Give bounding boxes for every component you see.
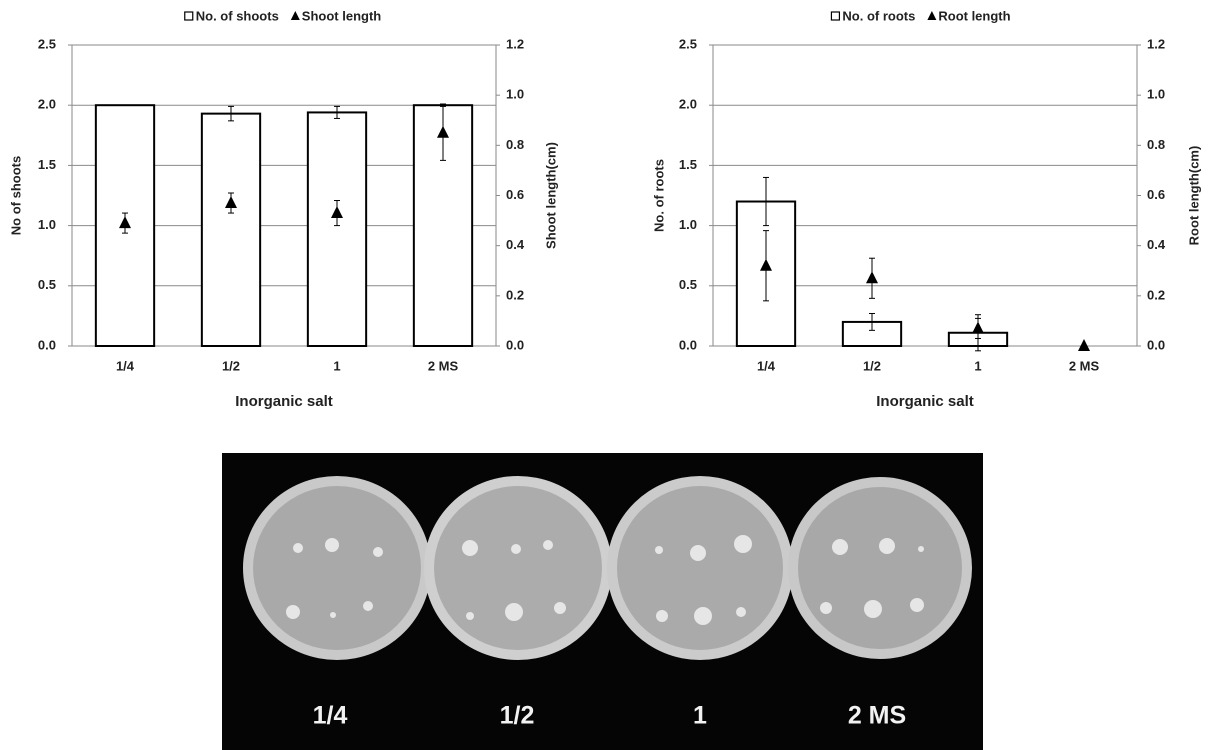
- y-tick-label: 0.0: [679, 337, 697, 352]
- x-tick-label: 1/2: [863, 358, 881, 373]
- seedling: [879, 538, 895, 554]
- legend-symbol: [291, 11, 300, 20]
- legend-label: Root length: [938, 8, 1010, 23]
- legend: No. of shoots Shoot length: [185, 8, 382, 23]
- x-tick-label: 1/4: [757, 358, 776, 373]
- bar: [202, 114, 260, 346]
- seedling: [293, 543, 303, 553]
- y-tick-label: 1.5: [679, 157, 697, 172]
- seedling: [505, 603, 523, 621]
- y-tick-label: 0.5: [38, 277, 56, 292]
- y2-tick-label: 0.4: [1147, 237, 1166, 252]
- photo-label: 1/4: [313, 702, 348, 730]
- dish-agar: [798, 487, 962, 649]
- seedling: [820, 602, 832, 614]
- y-axis-label: No of shoots: [8, 156, 23, 235]
- y-tick-label: 1.0: [38, 217, 56, 232]
- seedling: [466, 612, 474, 620]
- seedling: [734, 535, 752, 553]
- y2-tick-label: 0.8: [506, 137, 524, 152]
- seedling: [373, 547, 383, 557]
- x-axis-label: Inorganic salt: [235, 393, 333, 410]
- plate-photo: 1/4 1/2 1 2 MS: [222, 453, 983, 750]
- x-tick-label: 2 MS: [1069, 358, 1100, 373]
- chart: 0.0 0.5 1.0 1.5 2.0 2.5 0.0 0.2 0.4 0.6 0.8 1.0 1.2 1…: [651, 8, 1201, 410]
- y2-axis-label: Shoot length(cm): [543, 142, 558, 249]
- legend-label: Shoot length: [302, 8, 381, 23]
- seedling: [655, 546, 663, 554]
- y-tick-label: 2.5: [38, 36, 56, 51]
- y-tick-label: 2.0: [38, 97, 56, 112]
- seedling: [918, 546, 924, 552]
- seedling: [554, 602, 566, 614]
- marker: [866, 271, 878, 283]
- y2-tick-label: 1.2: [506, 36, 524, 51]
- y2-tick-label: 1.0: [1147, 87, 1165, 102]
- legend: No. of roots Root length: [831, 8, 1010, 23]
- seedling: [363, 601, 373, 611]
- y2-tick-label: 0.2: [1147, 287, 1165, 302]
- marker: [972, 321, 984, 333]
- x-tick-label: 1/2: [222, 358, 240, 373]
- y-tick-label: 1.5: [38, 157, 56, 172]
- legend-symbol: [185, 12, 193, 20]
- legend-symbol: [927, 11, 936, 20]
- x-tick-label: 1: [333, 358, 340, 373]
- chart: 0.0 0.5 1.0 1.5 2.0 2.5 0.0 0.2 0.4 0.6 0.8 1.0 1.2 1…: [8, 8, 558, 410]
- marker: [1078, 339, 1090, 351]
- seedling: [325, 538, 339, 552]
- seedling: [286, 605, 300, 619]
- legend-label: No. of roots: [842, 8, 915, 23]
- y2-tick-label: 1.2: [1147, 36, 1165, 51]
- y2-axis-label: Root length(cm): [1186, 146, 1201, 246]
- photo-label: 2 MS: [848, 702, 906, 730]
- photo-label: 1/2: [500, 702, 535, 730]
- y2-tick-label: 0.6: [1147, 187, 1165, 202]
- seedling: [656, 610, 668, 622]
- y2-tick-label: 1.0: [506, 87, 524, 102]
- figure: 1/4 1/2 1 2 MS 0.00.51.01.52.02.50.00.20…: [0, 0, 1212, 750]
- seedling: [910, 598, 924, 612]
- x-tick-label: 2 MS: [428, 358, 459, 373]
- seedling: [694, 607, 712, 625]
- x-tick-label: 1: [974, 358, 981, 373]
- seedling: [690, 545, 706, 561]
- dish-agar: [617, 486, 783, 650]
- seedling: [462, 540, 478, 556]
- dish-agar: [253, 486, 421, 650]
- seedling: [511, 544, 521, 554]
- seedling: [736, 607, 746, 617]
- y2-tick-label: 0.4: [506, 237, 525, 252]
- dish-agar: [434, 486, 602, 650]
- photo-label: 1: [693, 702, 707, 730]
- y-tick-label: 0.5: [679, 277, 697, 292]
- legend-label: No. of shoots: [196, 8, 279, 23]
- seedling: [543, 540, 553, 550]
- y2-tick-label: 0.6: [506, 187, 524, 202]
- y-tick-label: 2.5: [679, 36, 697, 51]
- x-axis-label: Inorganic salt: [876, 393, 974, 410]
- x-tick-label: 1/4: [116, 358, 135, 373]
- y2-tick-label: 0.0: [1147, 337, 1165, 352]
- seedling: [832, 539, 848, 555]
- y2-tick-label: 0.0: [506, 337, 524, 352]
- bar: [308, 112, 366, 346]
- y2-tick-label: 0.8: [1147, 137, 1165, 152]
- y-tick-label: 2.0: [679, 97, 697, 112]
- y-axis-label: No. of roots: [651, 159, 666, 232]
- y-tick-label: 0.0: [38, 337, 56, 352]
- y-tick-label: 1.0: [679, 217, 697, 232]
- seedling: [330, 612, 336, 618]
- seedling: [864, 600, 882, 618]
- y2-tick-label: 0.2: [506, 287, 524, 302]
- legend-symbol: [831, 12, 839, 20]
